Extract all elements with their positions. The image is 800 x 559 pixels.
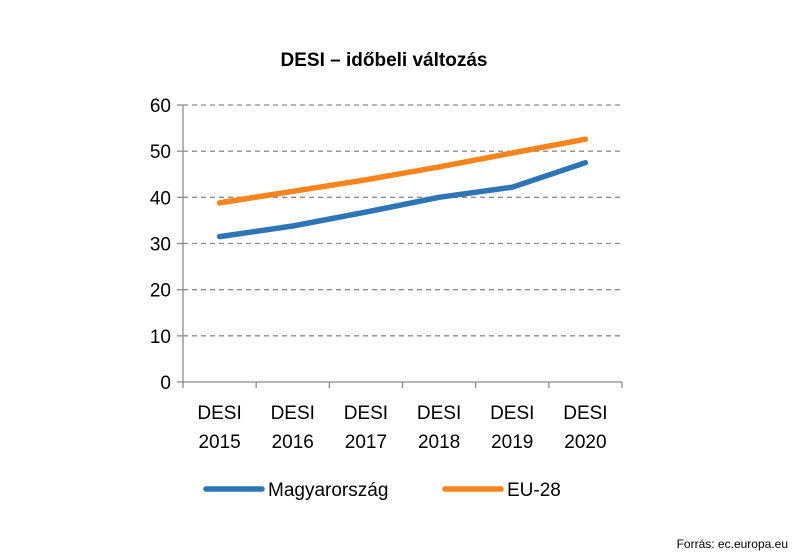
- x-tick-label: DESI: [563, 403, 607, 424]
- y-tick-label: 20: [150, 281, 171, 302]
- series-line-eu-28: [216, 136, 589, 206]
- axes: [177, 104, 623, 388]
- x-tick-label: DESI: [490, 403, 534, 424]
- x-tick-label: 2017: [345, 432, 387, 453]
- legend-label: EU-28: [507, 480, 561, 501]
- x-tick-label: DESI: [197, 403, 241, 424]
- y-tick-label: 30: [150, 235, 171, 256]
- x-axis-ticks: DESI 2015 DESI 2016 DESI 2017 DESI 2018 DESI 2019…: [197, 403, 607, 453]
- x-tick-label: 2020: [564, 432, 606, 453]
- series-lines: [216, 136, 589, 240]
- gridlines: [183, 104, 622, 337]
- legend: Magyarország EU-28: [203, 480, 561, 501]
- x-tick-label: 2019: [491, 432, 533, 453]
- y-tick-label: 40: [150, 188, 171, 209]
- x-tick-label: DESI: [417, 403, 461, 424]
- x-tick-label: 2016: [272, 432, 314, 453]
- chart-title: DESI – időbeli változás: [281, 50, 488, 71]
- x-tick-label: 2015: [198, 432, 240, 453]
- y-tick-label: 0: [160, 373, 171, 394]
- y-tick-label: 60: [150, 96, 171, 117]
- x-tick-label: 2018: [418, 432, 460, 453]
- source-note: Forrás: ec.europa.eu: [676, 537, 788, 551]
- series-line-magyarorszag: [216, 159, 589, 240]
- y-axis-ticks: 0 10 20 30 40 50 60: [150, 96, 171, 394]
- y-tick-label: 50: [150, 142, 171, 163]
- x-tick-label: DESI: [271, 403, 315, 424]
- y-tick-label: 10: [150, 327, 171, 348]
- x-tick-label: DESI: [344, 403, 388, 424]
- legend-label: Magyarország: [268, 480, 388, 501]
